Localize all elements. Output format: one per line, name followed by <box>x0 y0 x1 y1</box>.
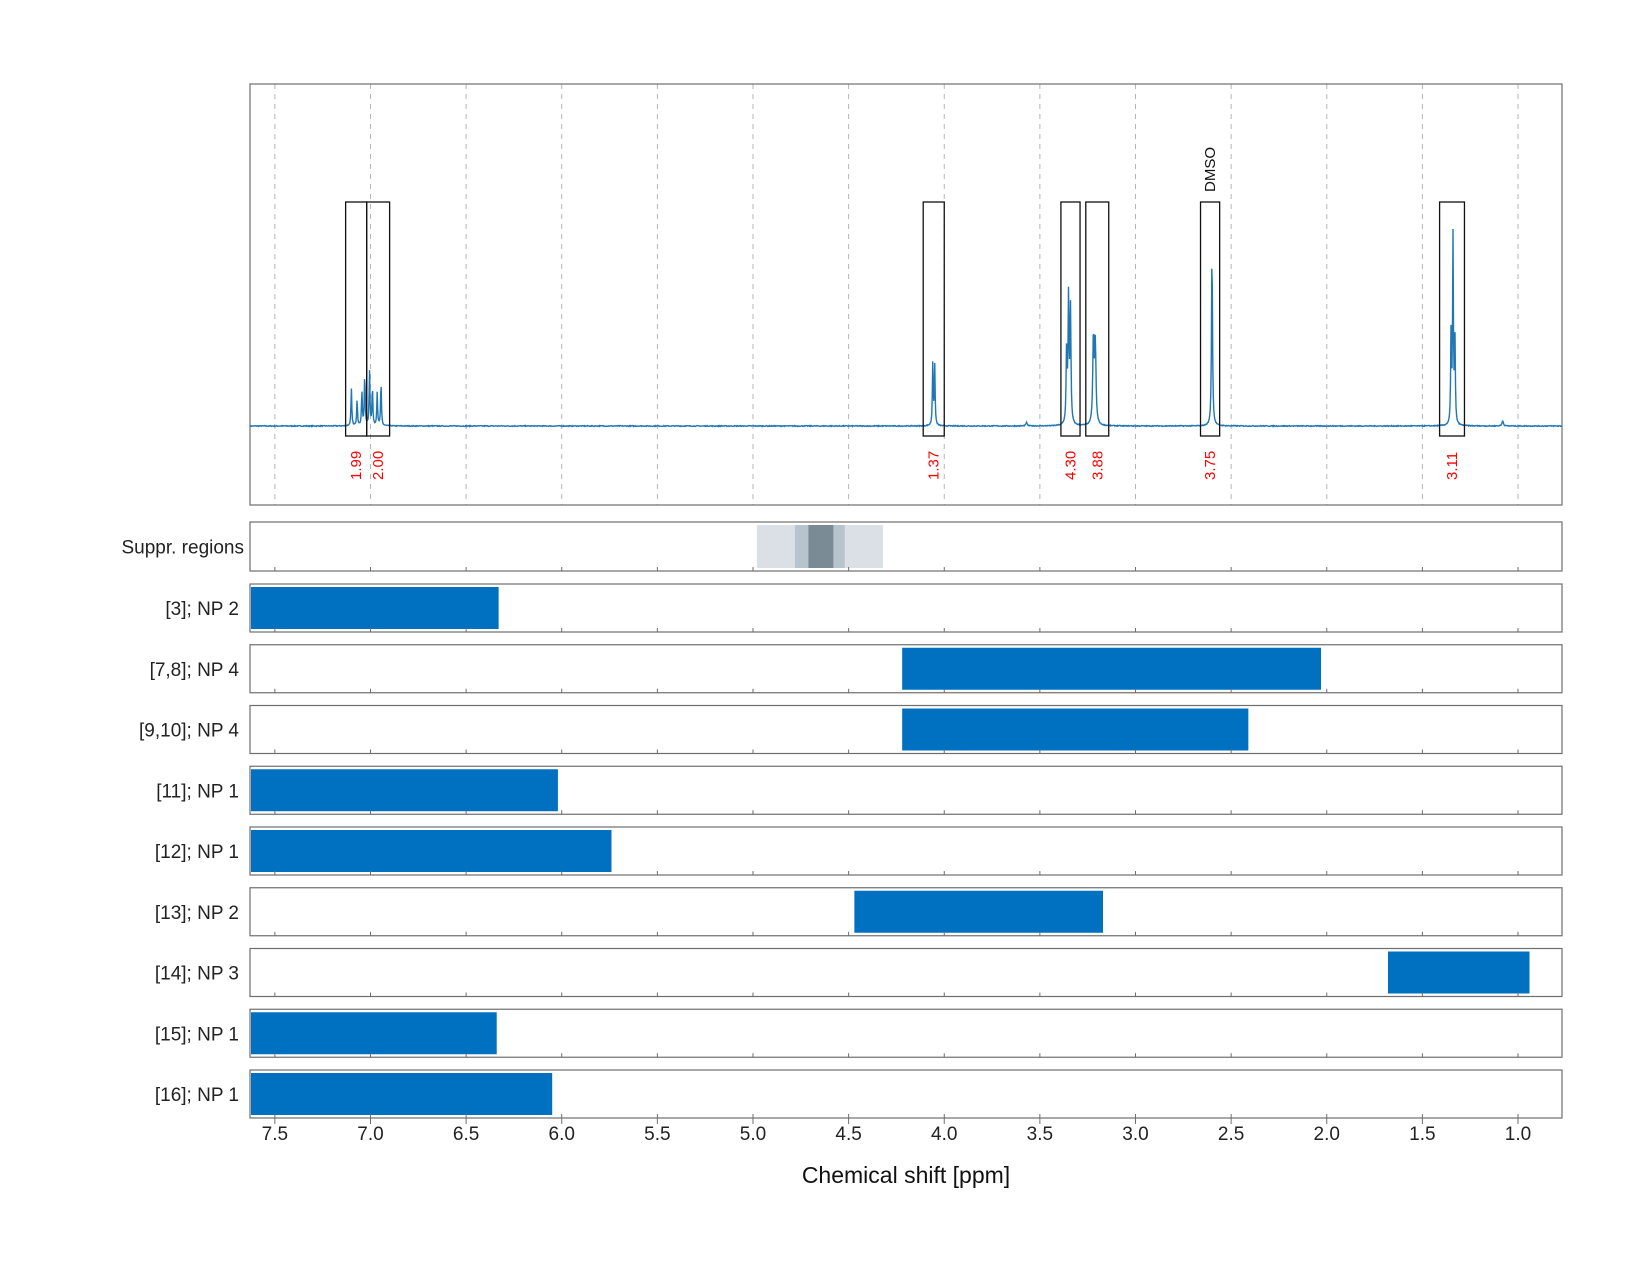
x-tick-label: 5.0 <box>740 1124 766 1145</box>
assignment-row: [16]; NP 1 <box>155 1069 1563 1119</box>
x-tick-label: 7.5 <box>262 1124 288 1145</box>
integration-box <box>1085 201 1110 437</box>
suppression-panel: Suppr. regions <box>121 521 1563 572</box>
row-label: [13]; NP 2 <box>155 903 239 924</box>
integral-value: 4.30 <box>1062 451 1079 480</box>
range-bar <box>1387 951 1530 994</box>
assignment-row: [13]; NP 2 <box>155 887 1563 937</box>
x-axis-title: Chemical shift [ppm] <box>802 1162 1010 1188</box>
x-tick-label: 4.0 <box>931 1124 957 1145</box>
assignment-row: [7,8]; NP 4 <box>150 644 1563 694</box>
integral-value: 1.99 <box>348 451 365 480</box>
row-frame <box>249 947 1563 998</box>
integral-value: 2.00 <box>370 451 387 480</box>
range-bar <box>251 830 612 872</box>
suppression-label: Suppr. regions <box>121 538 244 559</box>
x-tick-label: 1.5 <box>1409 1124 1435 1145</box>
row-label: [12]; NP 1 <box>155 842 239 863</box>
range-bar <box>251 769 558 812</box>
range-bar <box>902 708 1249 751</box>
row-label: [15]; NP 1 <box>155 1024 239 1045</box>
x-tick-label: 1.0 <box>1505 1124 1531 1145</box>
x-tick-label: 6.0 <box>549 1124 575 1145</box>
spectrum-frame <box>249 83 1563 506</box>
row-label: [11]; NP 1 <box>156 781 239 802</box>
integration-box <box>1060 201 1081 437</box>
integral-value: 3.11 <box>1444 452 1461 480</box>
integration-box <box>1438 201 1466 437</box>
integral-value: 1.37 <box>926 451 943 480</box>
row-frame <box>249 765 1563 815</box>
suppression-frame <box>249 521 1563 572</box>
range-bar <box>251 1012 497 1055</box>
range-bar <box>251 1073 553 1115</box>
x-tick-label: 3.0 <box>1122 1124 1148 1145</box>
assignment-row: [12]; NP 1 <box>155 826 1563 876</box>
assignment-row: [9,10]; NP 4 <box>139 704 1563 755</box>
row-frame <box>249 704 1563 755</box>
range-bar <box>854 890 1103 933</box>
row-label: [9,10]; NP 4 <box>139 721 239 742</box>
x-tick-label: 5.5 <box>644 1124 670 1145</box>
peak-annotation: DMSO <box>1202 147 1219 192</box>
assignment-row: [15]; NP 1 <box>155 1008 1563 1058</box>
spectrum-line <box>249 228 1563 428</box>
x-tick-label: 3.5 <box>1027 1124 1053 1145</box>
row-frame <box>249 887 1563 937</box>
integration-box <box>366 201 391 437</box>
integral-value: 3.88 <box>1089 451 1106 480</box>
integration-box <box>922 201 945 437</box>
row-frame <box>249 1008 1563 1058</box>
x-tick-label: 2.5 <box>1218 1124 1244 1145</box>
row-frame <box>249 583 1563 633</box>
assignment-row: [3]; NP 2 <box>165 583 1563 633</box>
row-frame <box>249 644 1563 694</box>
x-tick-label: 2.0 <box>1314 1124 1340 1145</box>
range-bar <box>251 587 499 629</box>
grid-layer <box>274 84 1519 505</box>
suppression-band <box>808 525 834 568</box>
assignment-rows: [3]; NP 2 [7,8]; NP 4 [9,10]; NP 4 [11]; NP… <box>139 583 1563 1119</box>
row-label: [14]; NP 3 <box>155 964 239 985</box>
range-bar <box>902 647 1322 690</box>
x-tick-label: 6.5 <box>453 1124 479 1145</box>
row-label: [16]; NP 1 <box>155 1085 239 1106</box>
assignment-row: [11]; NP 1 <box>156 765 1563 815</box>
row-frame <box>249 1069 1563 1119</box>
integration-box <box>1199 201 1221 437</box>
x-tick-label: 4.5 <box>835 1124 861 1145</box>
spectrum-panel: 1.99 2.00 1.37 4.30 3.88 3.75 DMSO 3.11 <box>249 83 1563 506</box>
row-label: [3]; NP 2 <box>165 599 239 620</box>
x-axis: 7.5 7.0 6.5 6.0 5.5 5.0 4.5 4.0 3.5 3.0 2.5 2.0 1.5 1… <box>262 1118 1531 1145</box>
integral-value: 3.75 <box>1202 451 1219 480</box>
x-tick-label: 7.0 <box>357 1124 383 1145</box>
row-label: [7,8]; NP 4 <box>150 660 240 681</box>
row-frame <box>249 826 1563 876</box>
assignment-row: [14]; NP 3 <box>155 947 1563 998</box>
